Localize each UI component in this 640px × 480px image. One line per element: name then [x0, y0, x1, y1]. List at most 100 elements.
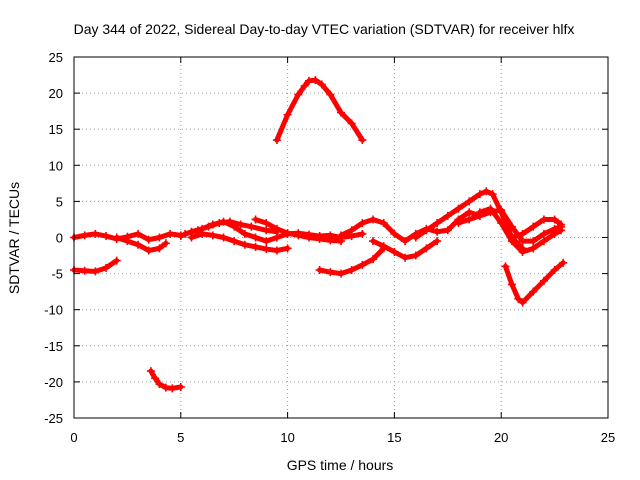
data-point	[497, 219, 506, 228]
data-point	[514, 294, 523, 303]
data-point	[123, 237, 132, 246]
series-sat-arc-02	[70, 256, 121, 276]
data-point	[311, 76, 320, 85]
series-layer	[70, 76, 568, 393]
data-point	[151, 374, 160, 383]
data-point	[488, 190, 497, 199]
data-point	[411, 233, 420, 242]
data-point	[91, 267, 100, 276]
data-point	[251, 242, 260, 251]
data-point	[454, 219, 463, 228]
y-tick-label: -5	[51, 267, 63, 282]
data-point	[283, 244, 292, 253]
axis-ticks	[73, 56, 609, 419]
data-point	[272, 224, 281, 233]
data-point	[262, 237, 271, 246]
data-point	[358, 136, 367, 145]
y-tick-label: 0	[56, 231, 63, 246]
data-point	[91, 229, 100, 238]
data-point	[486, 204, 495, 213]
data-point	[283, 110, 292, 119]
y-tick-label: 25	[49, 50, 63, 65]
x-tick-label: 0	[70, 430, 77, 445]
data-point	[433, 227, 442, 236]
y-tick-label: 5	[56, 194, 63, 209]
y-tick-label: -15	[44, 339, 63, 354]
data-point	[300, 81, 309, 90]
data-point	[422, 226, 431, 235]
data-point	[317, 80, 326, 89]
data-point	[507, 237, 516, 246]
data-point	[230, 237, 239, 246]
data-point	[379, 242, 388, 251]
data-point	[146, 367, 155, 376]
series-sat-arc-04	[146, 367, 185, 393]
data-point	[102, 232, 111, 241]
data-point	[347, 226, 356, 235]
data-point	[251, 215, 260, 224]
data-point	[240, 229, 249, 238]
series-sat-arc-11	[337, 208, 484, 246]
data-point	[369, 215, 378, 224]
series-sat-arc-12	[369, 237, 442, 262]
data-point	[529, 237, 538, 246]
data-point	[134, 229, 143, 238]
data-point	[443, 211, 452, 220]
data-point	[550, 229, 559, 238]
y-tick-label: -10	[44, 303, 63, 318]
series-sat-arc-15	[507, 215, 566, 242]
series-sat-arc-03	[112, 233, 170, 255]
x-tick-label: 20	[494, 430, 508, 445]
data-point	[422, 244, 431, 253]
data-point	[465, 215, 474, 224]
data-point	[550, 215, 559, 224]
y-tick-label: 10	[49, 158, 63, 173]
data-point	[539, 229, 548, 238]
y-tick-label: 20	[49, 86, 63, 101]
data-point	[240, 240, 249, 249]
data-point	[272, 136, 281, 145]
data-point	[176, 382, 185, 391]
series-line	[188, 231, 291, 253]
data-point	[433, 237, 442, 246]
data-point	[529, 244, 538, 253]
data-point	[518, 298, 527, 307]
data-point	[283, 229, 292, 238]
data-point	[198, 224, 207, 233]
x-axis-label: GPS time / hours	[287, 457, 394, 473]
data-point	[539, 237, 548, 246]
data-point	[155, 233, 164, 242]
y-tick-label: 15	[49, 122, 63, 137]
data-point	[369, 255, 378, 264]
data-point	[208, 220, 217, 229]
x-tick-label: 15	[387, 430, 401, 445]
data-point	[529, 222, 538, 231]
y-axis-label: SDTVAR / TECUs	[6, 182, 22, 294]
data-point	[80, 266, 89, 275]
data-point	[304, 233, 313, 242]
data-point	[358, 260, 367, 269]
data-point	[262, 245, 271, 254]
data-point	[168, 384, 177, 393]
data-point	[326, 236, 335, 245]
data-point	[134, 240, 143, 249]
data-point	[337, 231, 345, 240]
data-point	[315, 265, 324, 274]
data-point	[518, 229, 527, 238]
series-sat-arc-14	[454, 206, 566, 246]
series-line	[274, 77, 365, 143]
data-point	[315, 234, 324, 243]
data-point	[390, 247, 399, 256]
data-point	[557, 226, 566, 235]
data-point	[262, 219, 271, 228]
x-tick-label: 10	[280, 430, 294, 445]
data-point	[454, 204, 463, 213]
data-point	[187, 227, 196, 236]
data-point	[80, 231, 89, 240]
x-tick-label: 25	[601, 430, 615, 445]
data-point	[176, 232, 185, 241]
data-point	[230, 222, 239, 231]
data-point	[347, 265, 356, 274]
data-point	[475, 208, 484, 217]
